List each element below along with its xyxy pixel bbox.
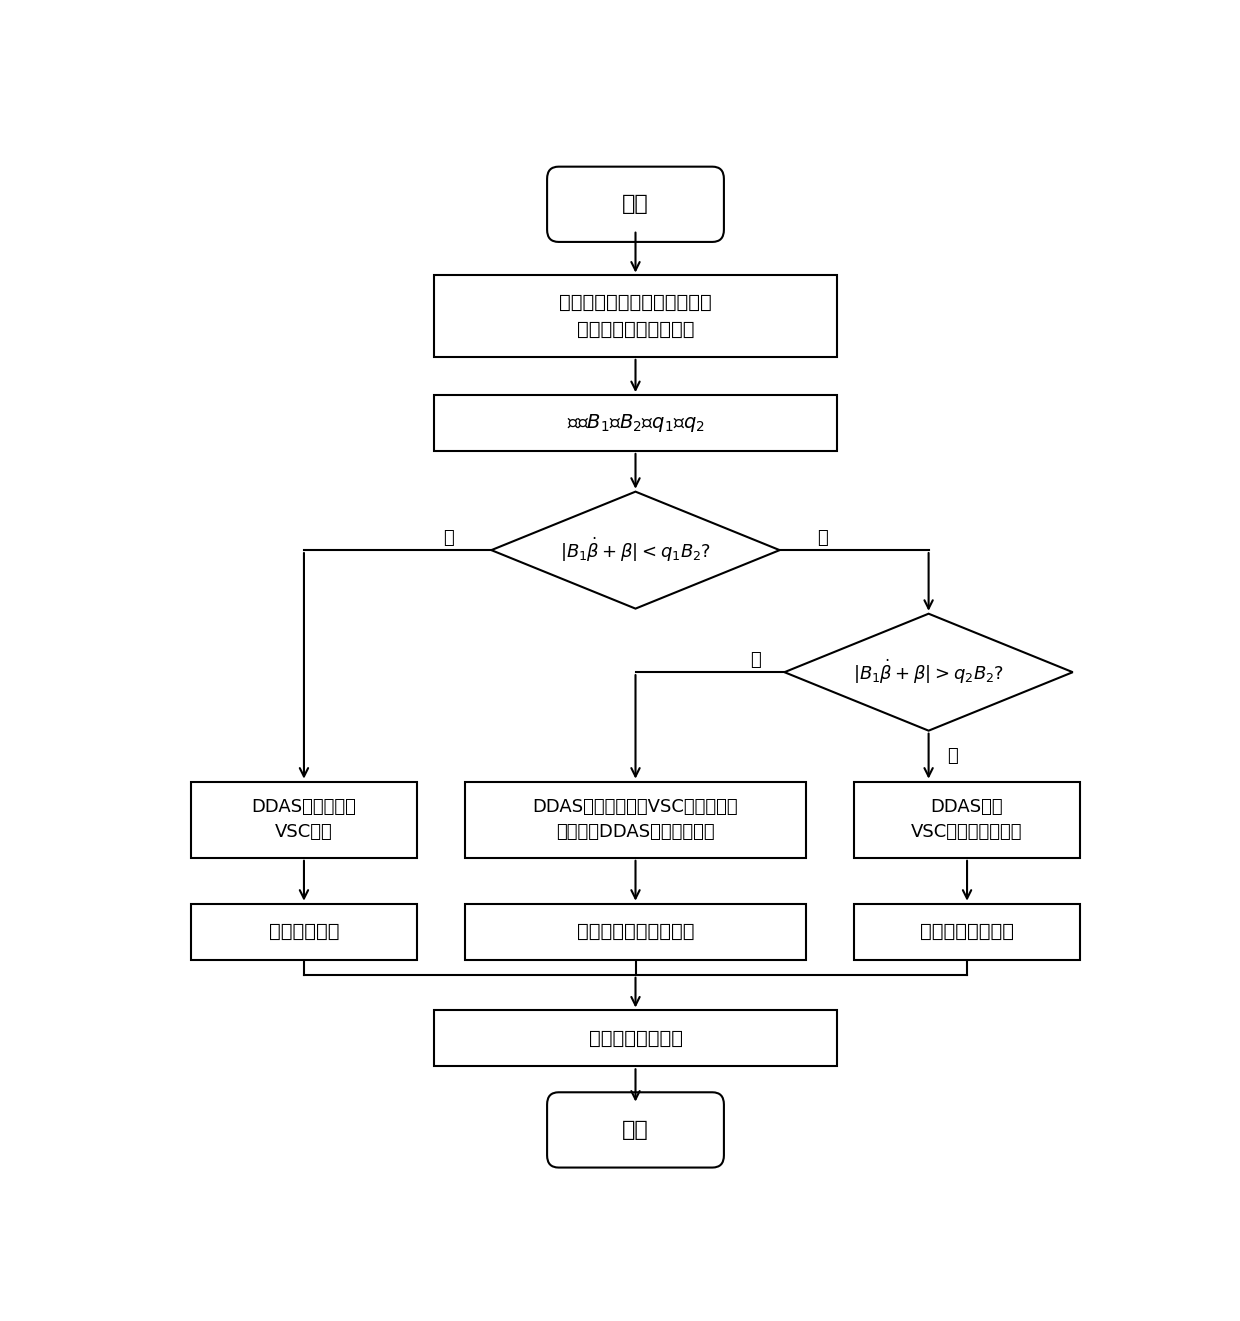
Bar [434,395,837,450]
Text: 转矩在线最优分配: 转矩在线最优分配 [920,922,1014,941]
Polygon shape [785,614,1073,731]
Bar [434,276,837,357]
Bar [854,782,1080,857]
Text: $|B_1\dot{\beta}+\beta|<q_1B_2$?: $|B_1\dot{\beta}+\beta|<q_1B_2$? [560,536,711,564]
FancyBboxPatch shape [547,166,724,242]
Polygon shape [491,491,780,609]
Bar [465,904,806,959]
Text: 否: 否 [817,528,828,547]
Text: 确定$B_1$、$B_2$、$q_1$、$q_2$: 确定$B_1$、$B_2$、$q_1$、$q_2$ [567,412,704,435]
Text: 是: 是 [443,528,454,547]
Bar [191,904,417,959]
Bar [434,1011,837,1066]
FancyBboxPatch shape [547,1092,724,1168]
Text: 估算得质心侧偏角、质心侧偏
角速度、路面附着系数: 估算得质心侧偏角、质心侧偏 角速度、路面附着系数 [559,293,712,339]
Text: 否: 否 [750,651,761,668]
Bar [854,904,1080,959]
Text: DDAS关闭
VSC工作于四个车轮: DDAS关闭 VSC工作于四个车轮 [911,798,1023,841]
Bar [191,782,417,857]
Text: 各车轮滑转率控制: 各车轮滑转率控制 [589,1029,682,1048]
Text: 结束: 结束 [622,1120,649,1140]
Text: 转矩平均分配: 转矩平均分配 [269,922,340,941]
Bar [465,782,806,857]
Text: DDAS工作于前轮，VSC工作于后轮
动态调整DDAS工作权重系数: DDAS工作于前轮，VSC工作于后轮 动态调整DDAS工作权重系数 [533,798,738,841]
Text: DDAS工作于前轮
VSC关闭: DDAS工作于前轮 VSC关闭 [252,798,356,841]
Text: 转矩基于动态载荷分配: 转矩基于动态载荷分配 [577,922,694,941]
Text: 开始: 开始 [622,194,649,214]
Text: 是: 是 [947,748,959,765]
Text: $|B_1\dot{\beta}+\beta|>q_2B_2$?: $|B_1\dot{\beta}+\beta|>q_2B_2$? [853,658,1004,687]
